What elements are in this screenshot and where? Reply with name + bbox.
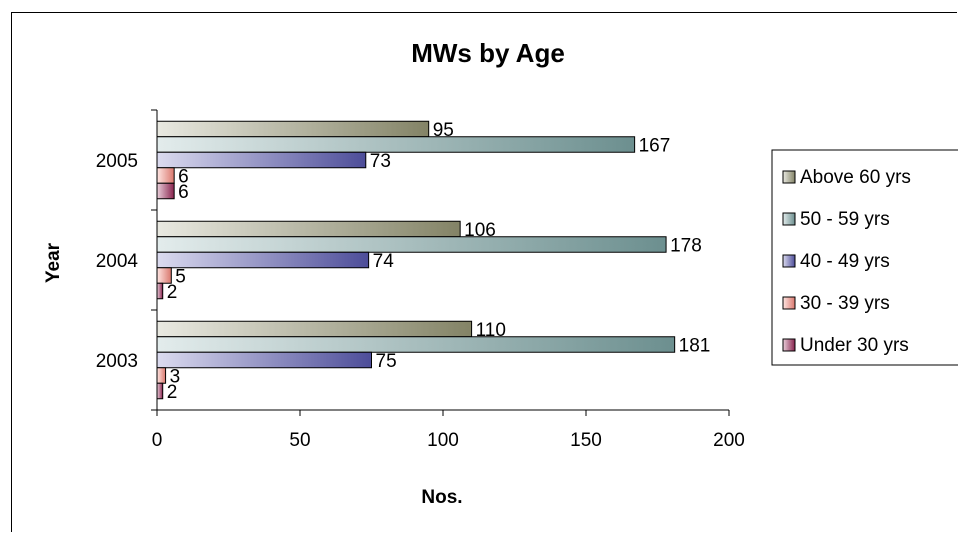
- y-tick-label: 2004: [96, 251, 139, 272]
- bar: [156, 167, 175, 184]
- x-tick-label: 200: [713, 430, 745, 451]
- bar: [156, 151, 367, 169]
- data-label: 110: [476, 320, 506, 341]
- data-label: 2: [167, 382, 178, 403]
- bar: [156, 382, 164, 400]
- data-label: 2: [167, 282, 178, 303]
- bar: [156, 136, 636, 153]
- legend-label: 50 - 59 yrs: [800, 209, 890, 230]
- bar: [156, 182, 175, 200]
- legend-label: Under 30 yrs: [800, 335, 909, 356]
- legend: Above 60 yrs 50 - 59 yrs 40 - 49 yrs 30 - 3…: [771, 149, 958, 366]
- data-label: 5: [175, 267, 186, 288]
- bar: [156, 220, 461, 238]
- x-tick-label: 150: [570, 430, 602, 451]
- data-label: 74: [373, 251, 395, 272]
- bar: [156, 320, 473, 338]
- data-label: 73: [370, 151, 391, 172]
- data-label: 75: [376, 351, 397, 372]
- bar: [156, 120, 430, 138]
- data-label: 178: [670, 236, 702, 257]
- legend-swatch: [782, 212, 796, 226]
- legend-label: 30 - 39 yrs: [800, 293, 890, 314]
- plot-area: 0 50 100 150 2002003110181753220041061787452…: [96, 109, 745, 451]
- legend-swatch: [782, 296, 796, 310]
- data-label: 95: [433, 120, 454, 141]
- y-axis-title: Year: [43, 242, 64, 283]
- data-label: 106: [464, 220, 496, 241]
- chart-title: MWs by Age: [411, 38, 565, 68]
- bar: [156, 282, 164, 300]
- bar: [156, 367, 167, 384]
- legend-label: 40 - 49 yrs: [800, 251, 890, 272]
- data-label: 6: [178, 182, 189, 203]
- bar: [156, 236, 667, 253]
- x-tick-label: 100: [427, 430, 459, 451]
- data-label: 3: [170, 367, 181, 388]
- chart-frame: [11, 12, 957, 532]
- data-label: 167: [639, 136, 671, 157]
- bar: [156, 336, 676, 353]
- legend-box: [771, 149, 958, 366]
- y-tick-label: 2005: [96, 151, 138, 172]
- legend-label: Above 60 yrs: [800, 167, 911, 188]
- data-label: 181: [679, 336, 711, 357]
- legend-swatch: [782, 254, 796, 268]
- bar: [156, 351, 372, 369]
- bar: [156, 267, 172, 284]
- y-tick-label: 2003: [96, 351, 138, 372]
- x-tick-label: 50: [289, 430, 310, 451]
- bar: [156, 251, 370, 269]
- legend-swatch: [782, 338, 796, 352]
- x-tick-label: 0: [152, 430, 163, 451]
- legend-swatch: [782, 170, 796, 184]
- data-label: 6: [178, 167, 189, 188]
- x-axis-title: Nos.: [421, 487, 462, 508]
